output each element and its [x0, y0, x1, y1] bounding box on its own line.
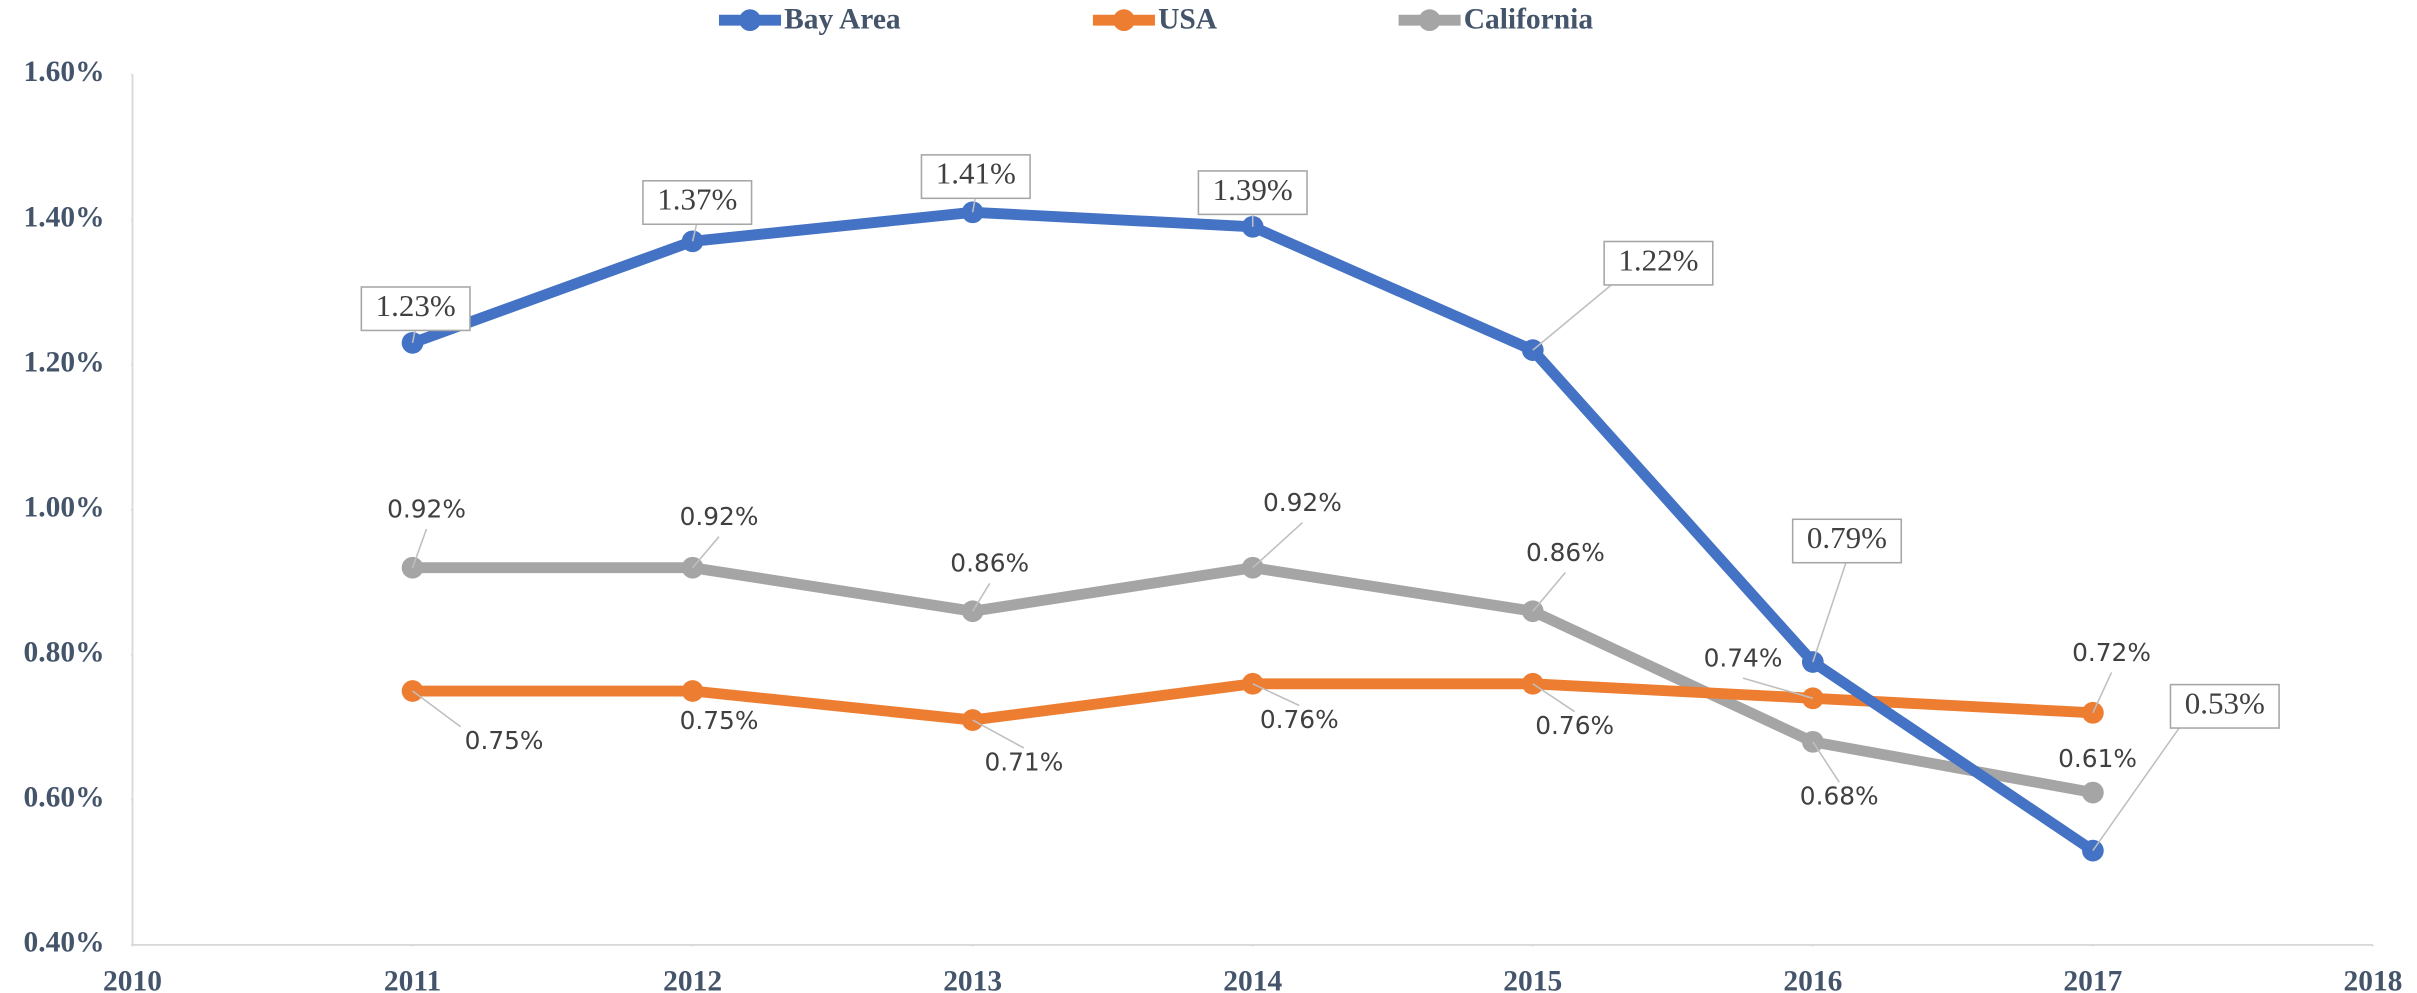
point: [401, 680, 424, 702]
leader-line: [972, 582, 991, 612]
point: [2082, 781, 2104, 804]
point: [2082, 701, 2104, 724]
data-label: 1.37%: [657, 182, 737, 217]
leader-line: [411, 528, 428, 568]
data-label: 0.53%: [2185, 685, 2265, 720]
x-tick-label: 2015: [1503, 965, 1562, 993]
legend-label: USA: [1158, 3, 1218, 35]
data-label: 0.71%: [984, 747, 1063, 776]
label-box: [1603, 240, 1714, 286]
data-label: 0.92%: [387, 494, 466, 523]
series: [401, 556, 2104, 804]
label-box: [2169, 683, 2280, 729]
y-tick-label: 0.60%: [24, 782, 105, 814]
data-label: 0.86%: [1526, 538, 1605, 567]
x-tick-label: 2010: [103, 965, 162, 993]
data-label: 0.75%: [680, 706, 759, 735]
leader-line: [2092, 672, 2113, 714]
leader-line: [1812, 741, 1840, 783]
data-label: 0.75%: [465, 726, 544, 755]
x-tick-label: 2016: [1783, 965, 1842, 993]
leader-line: [1532, 571, 1566, 612]
x-tick-label: 2013: [943, 965, 1002, 993]
point: [1801, 730, 1824, 753]
data-label: 1.39%: [1213, 172, 1293, 207]
data-label: 0.61%: [2058, 744, 2137, 773]
data-label: 1.22%: [1618, 242, 1698, 277]
label-box: [642, 180, 753, 226]
data-label: 0.86%: [950, 549, 1029, 578]
y-tick-label: 1.40%: [24, 201, 105, 233]
y-tick-label: 0.40%: [24, 927, 105, 959]
point: [1801, 651, 1824, 673]
legend-marker: [1113, 9, 1135, 32]
x-tick-label: 2011: [384, 965, 441, 993]
legend-marker: [1418, 9, 1441, 32]
leader-line: [1812, 559, 1848, 663]
y-tick-label: 1.60%: [24, 56, 105, 88]
leader-line: [2092, 724, 2182, 852]
leader-line: [1252, 522, 1303, 569]
label-box: [1791, 518, 1903, 564]
label-box: [1197, 170, 1308, 216]
leader-line: [1742, 677, 1814, 700]
label-box: [360, 286, 471, 332]
label-box: [920, 154, 1031, 200]
data-label: 0.72%: [2072, 638, 2151, 667]
leader-line: [1532, 281, 1616, 351]
leader-line: [1532, 683, 1576, 713]
y-tick-label: 1.00%: [24, 491, 105, 523]
legend-label: Bay Area: [784, 3, 901, 35]
leader-line: [412, 690, 462, 728]
x-tick-label: 2012: [663, 965, 722, 993]
data-label: 0.79%: [1807, 520, 1887, 555]
x-tick-label: 2017: [2063, 965, 2122, 993]
data-label: 0.92%: [1263, 488, 1342, 517]
x-tick-label: 2014: [1223, 965, 1282, 993]
y-tick-label: 0.80%: [24, 637, 105, 669]
data-label: 0.92%: [680, 502, 759, 531]
data-label: 1.23%: [376, 288, 456, 323]
data-label: 0.68%: [1800, 782, 1879, 811]
point: [681, 680, 704, 702]
leader-line: [692, 536, 720, 569]
data-label: 1.41%: [936, 156, 1016, 191]
x-tick-label: 2018: [2343, 965, 2402, 993]
legend-label: California: [1464, 3, 1594, 35]
leader-line: [972, 719, 1025, 749]
data-label: 0.76%: [1260, 705, 1339, 734]
legend-marker: [739, 9, 761, 32]
data-label: 0.76%: [1535, 711, 1614, 740]
y-tick-label: 1.20%: [24, 346, 105, 378]
point: [1241, 672, 1264, 695]
leader-line: [1252, 683, 1300, 707]
data-label: 0.74%: [1704, 643, 1783, 672]
